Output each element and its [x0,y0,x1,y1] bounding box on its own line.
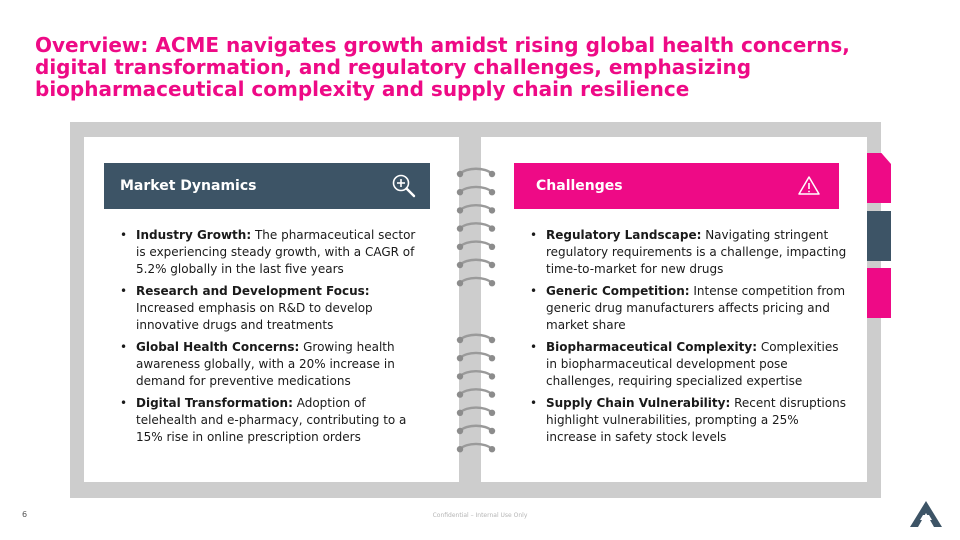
item-label: Supply Chain Vulnerability: [546,396,731,410]
binding-ring [456,276,496,287]
binding-ring [456,222,496,232]
challenges-list: Regulatory Landscape: Navigating stringe… [528,227,848,451]
company-logo-icon [908,500,944,528]
item-label: Regulatory Landscape: [546,228,702,242]
list-item: Generic Competition: Intense competition… [528,283,848,334]
item-label: Digital Transformation: [136,396,293,410]
binding-ring [456,442,496,453]
item-text: Recent disruptions highlight vulnerabili… [546,396,846,444]
item-label: Global Health Concerns: [136,340,300,354]
binding-ring [456,333,496,344]
item-label: Industry Growth: [136,228,252,242]
binding-ring [456,203,496,214]
warning-triangle-icon [795,172,823,200]
magnifier-plus-icon [390,172,418,200]
market-dynamics-list: Industry Growth: The pharmaceutical sect… [118,227,423,451]
binding-ring [456,424,496,435]
list-item: Digital Transformation: Adoption of tele… [118,395,423,446]
notebook-tab-pink-bottom [867,268,891,318]
binding-ring [456,388,496,398]
page-title: Overview: ACME navigates growth amidst r… [35,33,850,101]
item-text: Increased emphasis on R&D to develop inn… [136,301,373,332]
item-text: Growing health awareness globally, with … [136,340,395,388]
item-text: Adoption of telehealth and e-pharmacy, c… [136,396,407,444]
item-label: Research and Development Focus: [136,284,370,298]
item-text: Complexities in biopharmaceutical develo… [546,340,839,388]
list-item: Research and Development Focus: Increase… [118,283,423,334]
list-item: Regulatory Landscape: Navigating stringe… [528,227,848,278]
binding-ring [456,258,496,269]
item-label: Biopharmaceutical Complexity: [546,340,758,354]
list-item: Global Health Concerns: Growing health a… [118,339,423,390]
item-text: The pharmaceutical sector is experiencin… [136,228,416,276]
binding-ring [456,369,496,380]
binding-ring [456,406,496,416]
item-text: Navigating stringent regulatory requirem… [546,228,847,276]
spiral-binding [456,167,496,453]
list-item: Industry Growth: The pharmaceutical sect… [118,227,423,278]
list-item: Supply Chain Vulnerability: Recent disru… [528,395,848,446]
notebook-tab-pink-top [867,153,891,203]
binding-ring [456,351,496,362]
binding-ring [456,185,496,196]
binding-ring [456,240,496,250]
list-item: Biopharmaceutical Complexity: Complexiti… [528,339,848,390]
confidential-notice: Confidential – Internal Use Only [432,512,528,519]
binding-ring [456,167,496,178]
challenges-title: Challenges [536,178,623,194]
market-dynamics-title: Market Dynamics [120,178,257,194]
notebook-tab-dark [867,211,891,261]
challenges-header: Challenges [514,163,839,209]
market-dynamics-header: Market Dynamics [104,163,430,209]
item-text: Intense competition from generic drug ma… [546,284,846,332]
page-number: 6 [22,510,28,519]
item-label: Generic Competition: [546,284,690,298]
